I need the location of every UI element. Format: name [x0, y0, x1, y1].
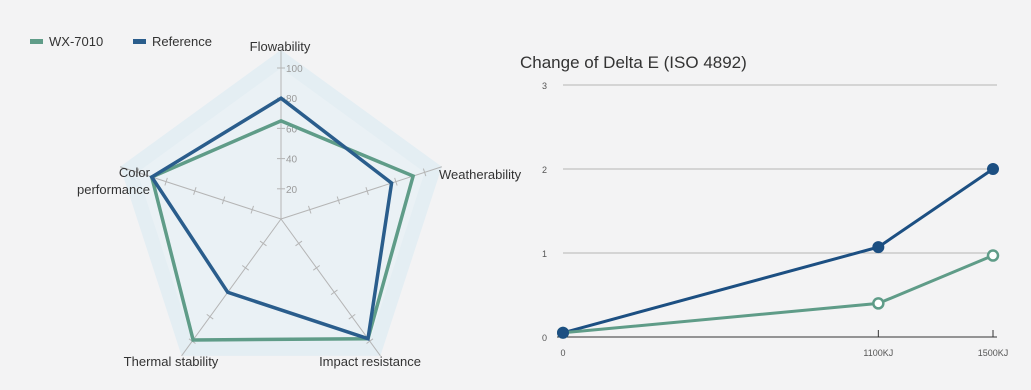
- radar-spoke-tick: [295, 240, 303, 247]
- radar-spoke: [120, 166, 282, 220]
- radar-spoke-tick: [330, 289, 338, 296]
- radar-spoke-tick: [135, 168, 140, 177]
- line-point-reference: [987, 163, 999, 175]
- radar-spoke-tick: [250, 205, 254, 214]
- line-y-tick-label: 3: [542, 81, 547, 91]
- line-series-wx-7010: [562, 254, 994, 335]
- radar-axis-label: Color: [119, 165, 151, 180]
- radar-spoke-tick: [312, 265, 321, 271]
- radar-tick-label: 100: [286, 64, 303, 75]
- legend-swatch-reference: [133, 39, 146, 44]
- radar-axis-label: Impact resistance: [319, 354, 421, 369]
- radar-spoke-tick: [259, 240, 267, 247]
- radar-spoke: [280, 218, 381, 357]
- legend-swatch-wx-7010: [30, 39, 43, 44]
- radar-series-reference: [149, 96, 394, 342]
- radar-series-wx-7010: [149, 118, 416, 342]
- radar-spoke-tick: [336, 196, 341, 205]
- radar-tick-label: 20: [286, 185, 298, 196]
- line-series-reference: [562, 167, 994, 335]
- legend-label-wx-7010: WX-7010: [49, 34, 103, 49]
- line-chart-title: Change of Delta E (ISO 4892): [520, 53, 747, 72]
- radar-spoke-tick: [366, 338, 374, 344]
- radar-axis-label: Thermal stability: [124, 354, 219, 369]
- line-y-tick-label: 0: [542, 333, 547, 343]
- line-chart: Change of Delta E (ISO 4892) 0 1 2 3 0 1100KJ 1…: [520, 53, 1009, 358]
- line-x-tick-label: 0: [560, 348, 565, 358]
- line-point-reference: [557, 326, 569, 339]
- radar-tick-label: 80: [286, 94, 298, 105]
- line-point-wx-7010: [986, 249, 1000, 262]
- radar-axis-label: Weatherability: [439, 167, 522, 182]
- radar-spoke-tick: [193, 187, 197, 195]
- radar-chart: 20 40 60 80 100 Flowability Weatherability Impa…: [30, 34, 522, 369]
- radar-tick-label: 60: [286, 124, 298, 135]
- line-point-wx-7010: [872, 297, 885, 310]
- line-y-tick-label: 2: [542, 165, 547, 175]
- line-x-tick-label: 1500KJ: [978, 348, 1009, 358]
- radar-spoke-tick: [422, 168, 427, 177]
- radar-spoke-tick: [164, 177, 168, 186]
- radar-spoke-tick: [394, 177, 398, 186]
- radar-axis-label: Flowability: [250, 39, 311, 54]
- radar-spoke-tick: [206, 313, 214, 320]
- radar-spoke-tick: [365, 187, 369, 195]
- radar-axis-label: performance: [77, 182, 150, 197]
- line-x-tick-label: 1100KJ: [863, 348, 893, 358]
- radar-spoke-tick: [308, 205, 312, 214]
- line-y-tick-label: 1: [542, 249, 547, 259]
- radar-tick-label: 40: [286, 155, 298, 166]
- radar-spoke-tick: [348, 313, 356, 320]
- radar-spoke: [181, 218, 282, 357]
- radar-spoke-tick: [221, 196, 226, 205]
- legend-label-reference: Reference: [152, 34, 212, 49]
- line-point-reference: [872, 241, 885, 254]
- radar-spoke-tick: [241, 265, 250, 271]
